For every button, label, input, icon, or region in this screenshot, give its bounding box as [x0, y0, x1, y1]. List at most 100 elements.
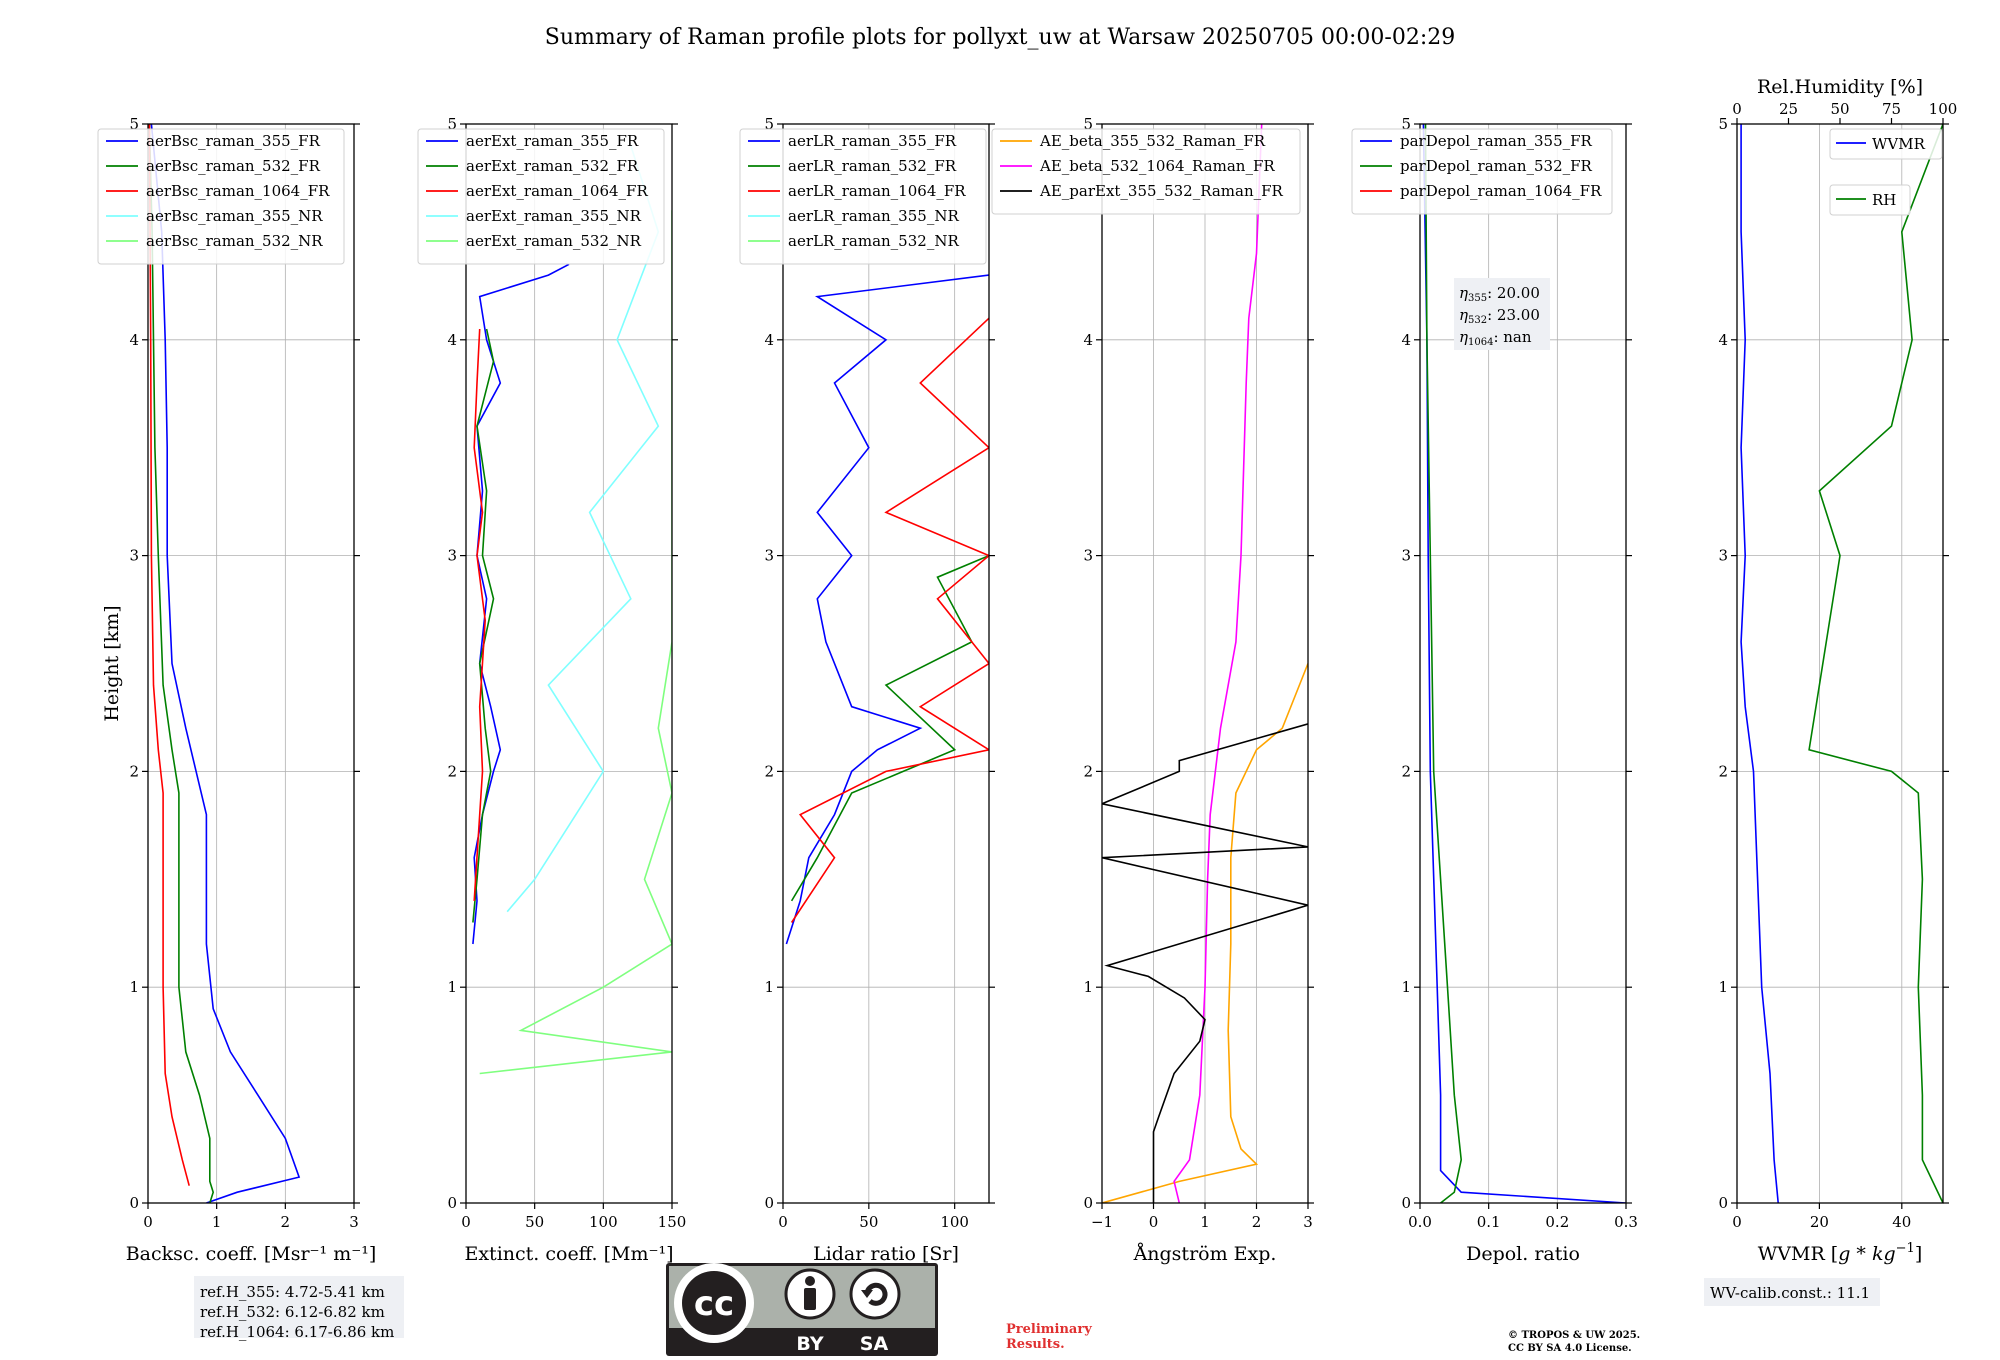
cc-license-badge: cc BY SA [666, 1263, 938, 1356]
legend-label: aerExt_raman_1064_FR [466, 182, 648, 200]
series-line-WVMR [1740, 124, 1779, 1203]
x-tick-label: 50 [525, 1213, 544, 1231]
panel-lidar_ratio: 0 50 100 0 1 2 3 4 5 Lidar ratio [Sr] aerLR_raman_… [739, 115, 995, 1265]
preliminary-note-line2: Results. [1006, 1337, 1065, 1352]
legend-box [739, 128, 987, 265]
y-tick-label: 3 [447, 547, 457, 565]
x-tick-label: 50 [859, 1213, 878, 1231]
top-tick-label: 75 [1882, 100, 1901, 118]
x-tick-label: 2 [1252, 1213, 1262, 1231]
x-tick-label: 20 [1810, 1213, 1829, 1231]
legend-label: parDepol_raman_355_FR [1400, 132, 1593, 150]
x-tick-label: 3 [1303, 1213, 1313, 1231]
preliminary-note-line1: Preliminary [1006, 1322, 1092, 1337]
top-tick-label: 0 [1732, 100, 1742, 118]
eta-symbol: η [1459, 328, 1468, 346]
y-tick-label: 5 [1718, 115, 1728, 133]
legend-label: aerLR_raman_355_NR [788, 207, 959, 225]
legend-box [991, 128, 1301, 215]
series-line-AE_beta_355_532_Raman_FR [1102, 663, 1308, 1203]
eta-line: η1064: nan [1459, 328, 1532, 348]
top-tick-label: 50 [1830, 100, 1849, 118]
series-line-aerExt_raman_1064_FR [473, 328, 487, 901]
x-axis-label: Depol. ratio [1466, 1243, 1580, 1265]
y-tick-label: 2 [129, 762, 139, 780]
series-line-aerExt_raman_532_NR [479, 210, 672, 1075]
share-alike-icon [849, 1268, 901, 1320]
series-line-AE_parExt_355_532_Raman_FR [1102, 723, 1308, 1203]
x-tick-label: 0 [143, 1213, 153, 1231]
y-tick-label: 0 [129, 1194, 139, 1212]
legend-label: aerBsc_raman_532_NR [146, 232, 323, 250]
eta-symbol: η [1459, 284, 1468, 302]
legend-label: aerLR_raman_532_FR [788, 157, 957, 175]
ref-height-532: ref.H_532: 6.12-6.82 km [200, 1303, 385, 1321]
top-axis-label: Rel.Humidity [%] [1757, 76, 1923, 98]
x-tick-label: 2 [281, 1213, 291, 1231]
y-tick-label: 4 [1718, 331, 1728, 349]
axes-frame [1736, 123, 1944, 1204]
y-tick-label: 2 [1083, 762, 1093, 780]
cc-sa-label: SA [860, 1333, 889, 1355]
panel-depol: 0.0 0.1 0.2 0.3 0 1 2 3 4 5 Depol. ratio parDepol_r… [1351, 115, 1638, 1265]
series-line-aerBsc_raman_355_FR [150, 124, 301, 1203]
legend-box [97, 128, 345, 265]
legend-label: aerExt_raman_532_NR [466, 232, 642, 250]
axes-frame [1101, 123, 1309, 1204]
legend: aerExt_raman_355_FR aerExt_raman_532_FRae… [417, 128, 665, 265]
y-tick-label: 0 [764, 1194, 774, 1212]
figure-title: Summary of Raman profile plots for polly… [545, 25, 1455, 50]
x-tick-label: 0 [461, 1213, 471, 1231]
y-axis-label: Height [km] [101, 605, 123, 721]
cc-logo-text: cc [694, 1284, 734, 1324]
y-tick-label: 5 [1083, 115, 1093, 133]
y-tick-label: 1 [1401, 978, 1411, 996]
copyright-line2: CC BY SA 4.0 License. [1508, 1343, 1632, 1354]
axes-frame [1419, 123, 1627, 1204]
y-tick-label: 3 [129, 547, 139, 565]
y-tick-label: 1 [1083, 978, 1093, 996]
copyright-line1: © TROPOS & UW 2025. [1508, 1330, 1640, 1341]
legend-box [1829, 184, 1911, 216]
eta-subscript: 355 [1468, 293, 1487, 304]
legend-label: aerBsc_raman_355_NR [146, 207, 323, 225]
x-axis-label: Ångström Exp. [1133, 1243, 1277, 1265]
x-axis-label-math: g * kg [1838, 1243, 1895, 1265]
x-tick-label: 1 [1200, 1213, 1210, 1231]
legend-label: aerBsc_raman_355_FR [146, 132, 321, 150]
series-line-aerBsc_raman_532_FR [148, 124, 215, 1203]
series-line-aerExt_raman_532_FR [472, 328, 495, 923]
y-tick-label: 4 [764, 331, 774, 349]
panel-wvmr: 0 20 40 0 1 2 3 4 5 WVMR [g * kg−1] 0 25 50 75 100 Rel.… [1718, 76, 1957, 1265]
y-tick-label: 1 [447, 978, 457, 996]
y-tick-label: 2 [764, 762, 774, 780]
series-line-AE_beta_532_1064_Raman_FR [1173, 124, 1263, 1203]
legend-label: aerLR_raman_532_NR [788, 232, 959, 250]
legend: parDepol_raman_355_FR parDepol_raman_532_… [1351, 128, 1613, 215]
series-line-aerBsc_raman_1064_FR [148, 124, 190, 1186]
legend-box [417, 128, 665, 265]
eta-symbol: η [1459, 306, 1468, 324]
x-tick-label: 100 [589, 1213, 618, 1231]
x-tick-label: 0.1 [1477, 1213, 1501, 1231]
series-line-RH [1808, 124, 1943, 1203]
series-line-parDepol_raman_532_FR [1424, 124, 1463, 1203]
panels: 0 1 2 3 0 1 2 3 4 5 Backsc. coeff. [Msr⁻¹ m⁻¹] Heig… [97, 76, 1957, 1265]
y-tick-label: 2 [447, 762, 457, 780]
x-axis-label: Backsc. coeff. [Msr⁻¹ m⁻¹] [126, 1243, 377, 1265]
y-tick-label: 3 [1401, 547, 1411, 565]
x-tick-label: 100 [940, 1213, 969, 1231]
x-axis-label-post: ] [1915, 1243, 1922, 1265]
x-axis-label: WVMR [g * kg−1] [1758, 1241, 1922, 1265]
y-tick-label: 5 [129, 115, 139, 133]
ref-height-355: ref.H_355: 4.72-5.41 km [200, 1283, 385, 1301]
series-line-aerExt_raman_355_FR [472, 263, 570, 945]
axes-frame [147, 123, 355, 1204]
eta-subscript: 1064 [1468, 337, 1493, 348]
y-tick-label: 1 [764, 978, 774, 996]
x-axis-label-pre: WVMR [ [1758, 1243, 1838, 1265]
panel-backscatter: 0 1 2 3 0 1 2 3 4 5 Backsc. coeff. [Msr⁻¹ m⁻¹] Heig… [97, 115, 377, 1265]
y-tick-label: 4 [1401, 331, 1411, 349]
